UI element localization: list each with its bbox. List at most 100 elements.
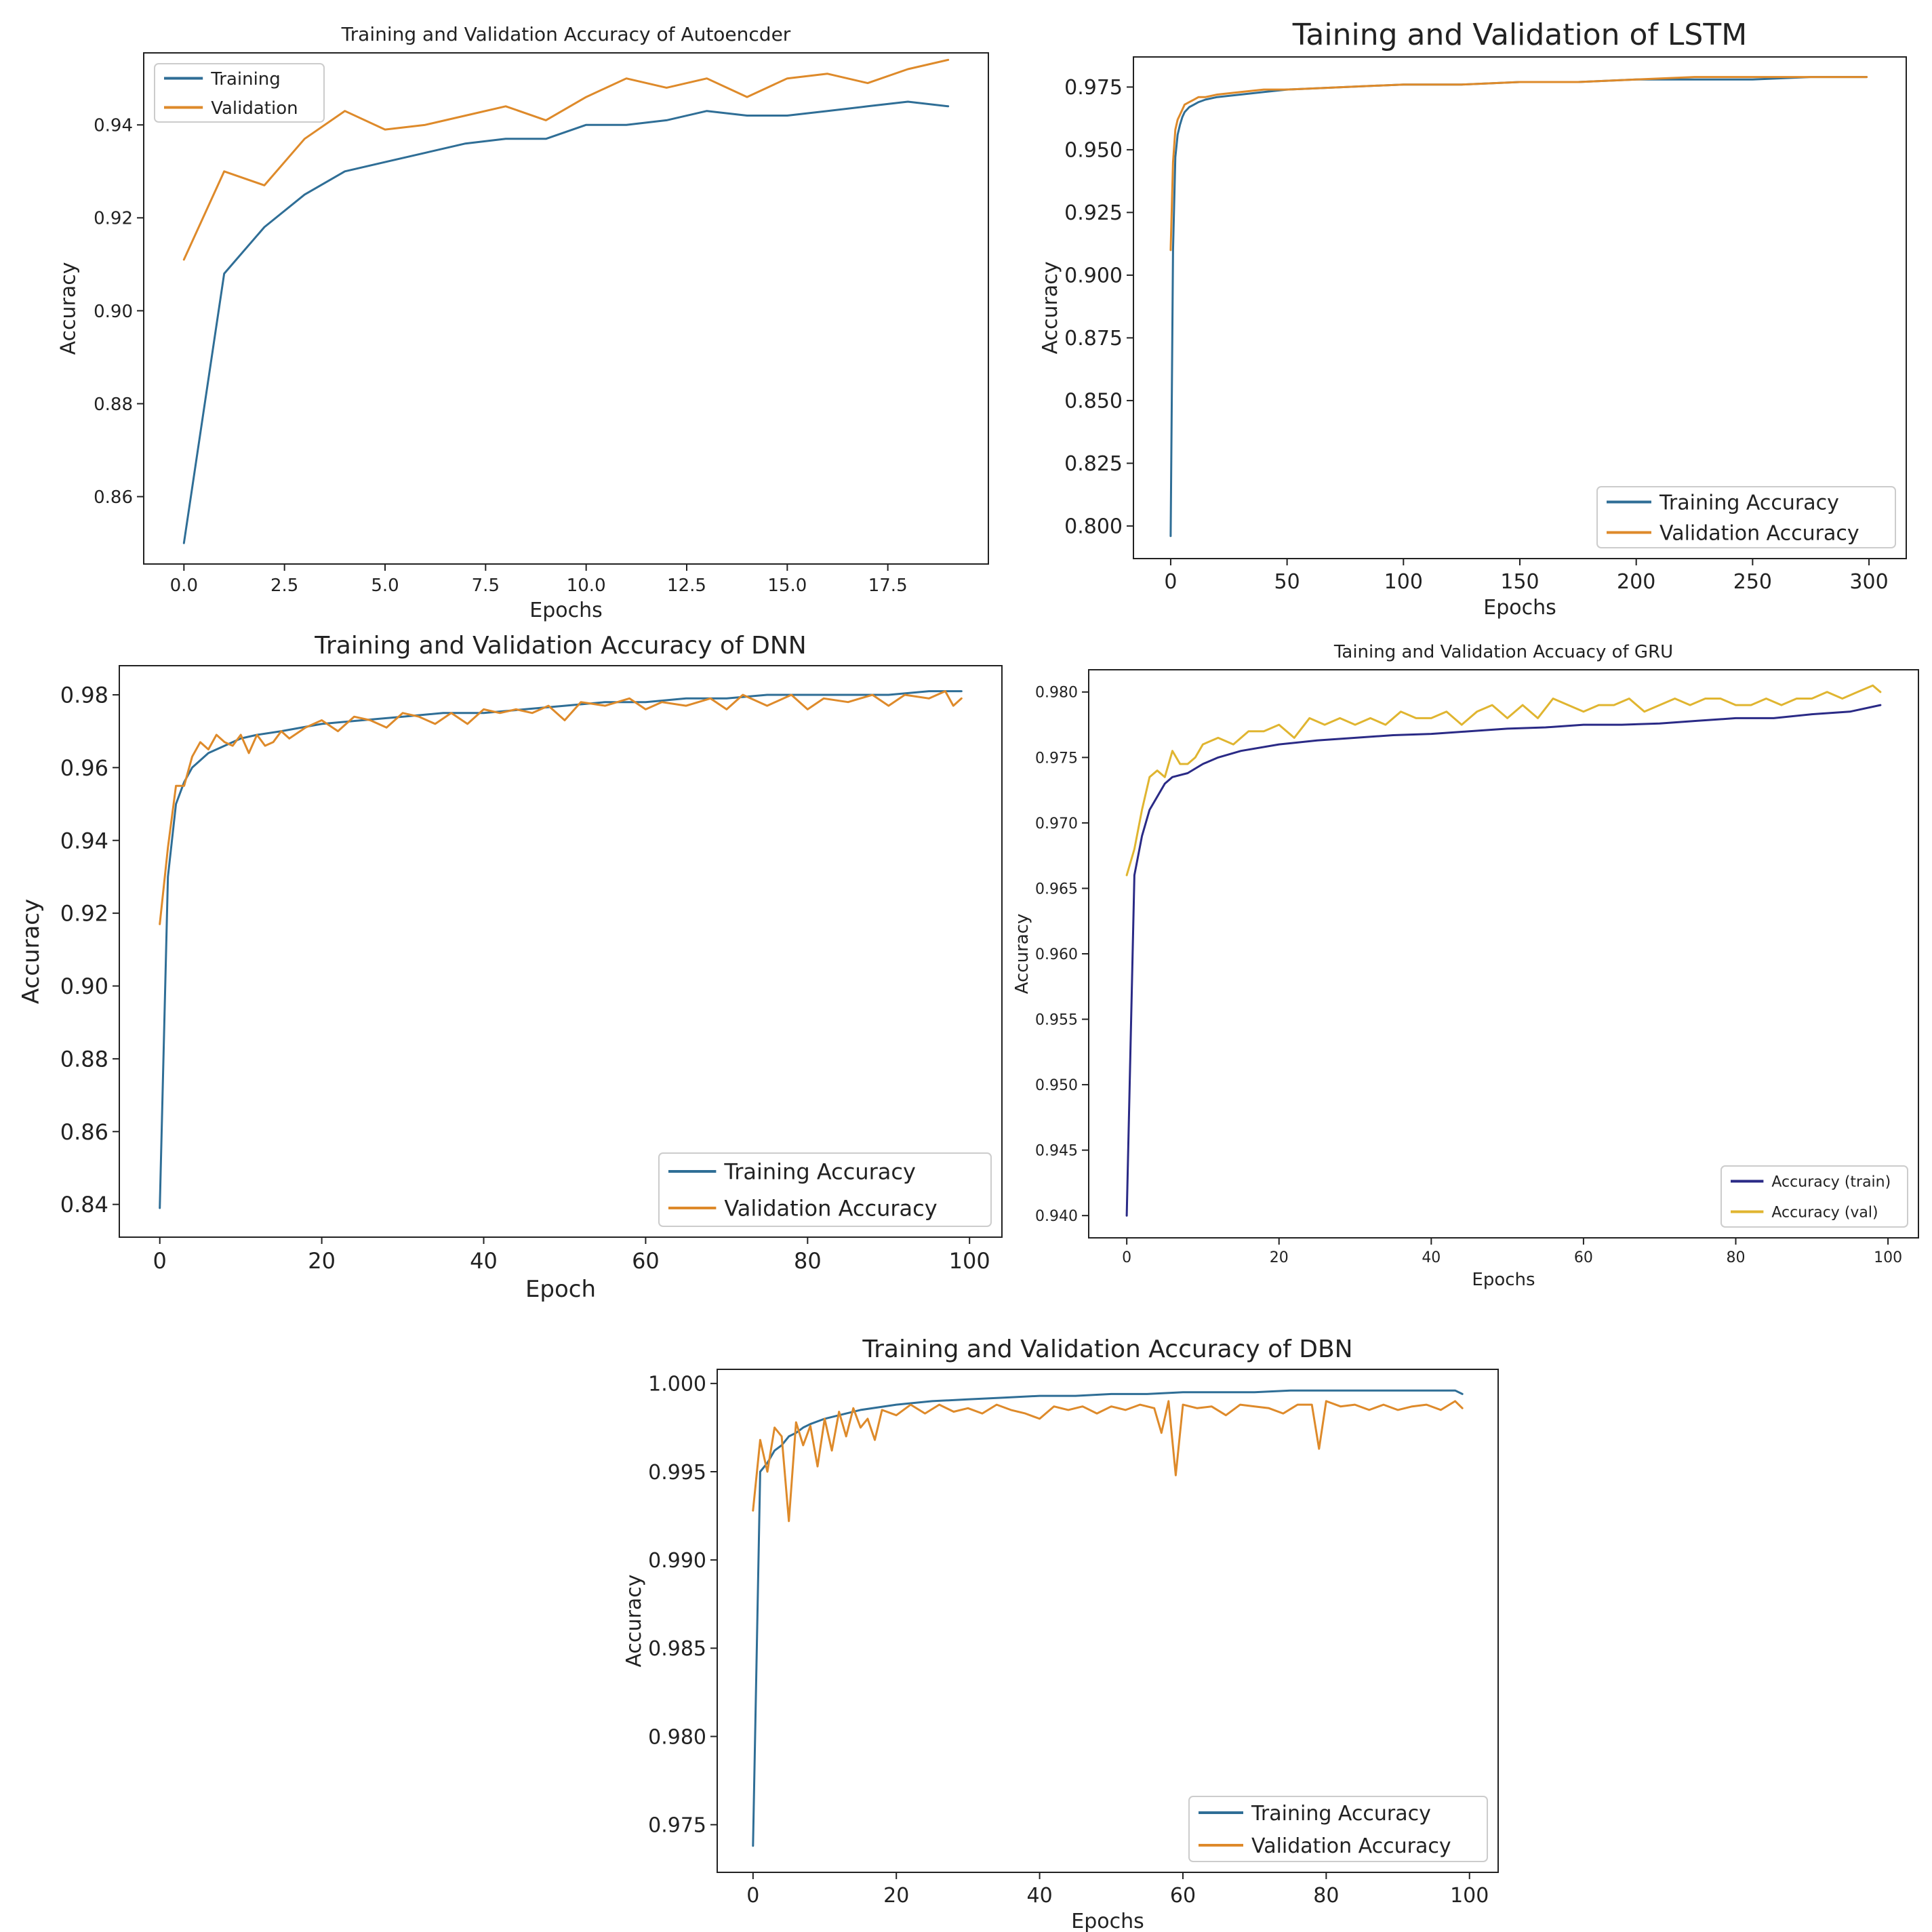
dbn-y-tick-label: 0.990 [648,1549,706,1573]
dnn-x-axis-label: Epoch [525,1276,596,1303]
lstm-x-tick-label: 0 [1164,570,1177,594]
autoencoder-x-tick-label: 5.0 [371,576,399,596]
dnn-legend: Training Accuracy Validation Accuracy [658,1152,992,1227]
autoencoder-y-tick-label: 0.88 [94,395,133,415]
dbn-x-tick-label: 80 [1313,1884,1339,1908]
lstm-x-tick-label: 300 [1849,570,1888,594]
lstm-y-tick-label: 0.900 [1064,264,1123,288]
gru-x-tick-label: 40 [1422,1249,1441,1266]
lstm-y-tick-label: 0.950 [1064,139,1123,163]
autoencoder-legend-label: Validation [211,98,298,119]
gru-y-tick-label: 0.955 [1035,1011,1078,1028]
dbn-chart-title: Training and Validation Accuracy of DBN [862,1335,1352,1363]
gru-legend-box [1720,1165,1908,1228]
dbn-y-tick-label: 1.000 [648,1373,706,1396]
dnn-x-tick-label: 0 [153,1248,167,1274]
lstm-legend-label: Validation Accuracy [1659,521,1859,545]
lstm-series-line-training [1169,76,1868,538]
gru-axes-frame [1088,669,1919,1239]
lstm-x-axis-label: Epochs [1483,596,1556,620]
gru-y-tick-label: 0.960 [1035,946,1078,963]
gru-y-tick-label: 0.950 [1035,1077,1078,1094]
dnn-x-tick-label: 60 [632,1248,660,1274]
dbn-y-tick-label: 0.975 [648,1814,706,1838]
lstm-y-tick-label: 0.800 [1064,515,1123,539]
dbn-y-axis-label: Accuracy [622,1575,646,1668]
autoencoder-y-tick-label: 0.94 [94,116,133,136]
gru-y-tick-label: 0.945 [1035,1143,1078,1160]
autoencoder-x-tick-label: 10.0 [567,576,606,596]
autoencoder-y-axis-label: Accuracy [57,262,81,355]
gru-legend-label: Accuracy (val) [1771,1204,1878,1221]
dnn-y-tick-label: 0.90 [60,973,108,999]
gru-y-tick-label: 0.940 [1035,1208,1078,1225]
dnn-series-line-training [159,690,963,1209]
lstm-legend-label: Training Accuracy [1659,491,1839,515]
dnn-chart-title: Training and Validation Accuracy of DNN [314,632,806,660]
gru-chart-title: Taining and Validation Accuacy of GRU [1333,642,1673,662]
dnn-x-tick-label: 20 [308,1248,336,1274]
dnn-x-tick-label: 80 [794,1248,822,1274]
dbn-legend-label: Validation Accuracy [1251,1834,1451,1858]
dnn-x-tick-label: 40 [470,1248,498,1274]
dbn-x-tick-label: 40 [1027,1884,1053,1908]
autoencoder-y-tick-label: 0.90 [94,302,133,322]
lstm-x-tick-label: 150 [1500,570,1539,594]
autoencoder-chart: 0.0 2.5 5.0 7.5 10.0 12.5 15.0 17.5 0.86 0.88 0.90… [57,23,989,622]
gru-chart: 0 20 40 60 80 100 0.940 0.945 0.950 0.955 0.960 0.9… [1012,642,1919,1290]
autoencoder-y-tick-label: 0.92 [94,209,133,229]
dbn-y-tick-label: 0.985 [648,1637,706,1661]
lstm-y-tick-label: 0.825 [1064,452,1123,476]
autoencoder-x-tick-label: 2.5 [270,576,298,596]
dnn-y-tick-label: 0.98 [60,682,108,708]
dbn-x-tick-label: 0 [746,1884,759,1908]
dbn-series-line-validation [752,1400,1464,1523]
dbn-x-tick-label: 60 [1170,1884,1196,1908]
dbn-legend-label: Training Accuracy [1251,1802,1431,1826]
autoencoder-x-tick-label: 12.5 [667,576,706,596]
dbn-y-tick-label: 0.995 [648,1461,706,1485]
dnn-axes-frame [119,665,1003,1238]
lstm-y-tick-label: 0.975 [1064,76,1123,100]
autoencoder-y-tick-label: 0.86 [94,487,133,508]
dbn-axes-frame [717,1369,1499,1873]
dnn-y-tick-label: 0.88 [60,1046,108,1072]
gru-y-axis-label: Accuracy [1012,914,1032,994]
dnn-legend-box [658,1152,992,1227]
autoencoder-x-tick-label: 7.5 [472,576,500,596]
lstm-chart-title: Taining and Validation of LSTM [1292,18,1747,52]
autoencoder-x-tick-label: 15.0 [767,576,807,596]
gru-x-tick-label: 80 [1726,1249,1745,1266]
lstm-axes-frame [1133,56,1907,559]
gru-legend-label: Accuracy (train) [1771,1173,1891,1190]
lstm-x-tick-label: 200 [1617,570,1655,594]
lstm-series-line-validation [1169,76,1868,251]
gru-x-tick-label: 20 [1270,1249,1289,1266]
dbn-legend: Training Accuracy Validation Accuracy [1188,1796,1488,1862]
autoencoder-x-tick-label: 17.5 [868,576,908,596]
autoencoder-x-axis-label: Epochs [529,599,603,622]
lstm-x-tick-label: 50 [1274,570,1300,594]
lstm-y-tick-label: 0.925 [1064,201,1123,225]
gru-series-line-validation [1125,684,1882,877]
lstm-x-tick-label: 250 [1733,570,1772,594]
lstm-y-axis-label: Accuracy [1039,262,1062,355]
gru-x-axis-label: Epochs [1472,1270,1535,1290]
dbn-y-tick-label: 0.980 [648,1725,706,1749]
gru-legend: Accuracy (train) Accuracy (val) [1720,1165,1908,1228]
gru-y-tick-label: 0.975 [1035,750,1078,767]
autoencoder-series-line-training [182,100,950,544]
dnn-y-axis-label: Accuracy [18,899,45,1004]
gru-x-tick-label: 0 [1122,1249,1131,1266]
autoencoder-legend: Training Validation [154,63,325,123]
dbn-chart: 0 20 40 60 80 100 0.975 0.980 0.985 0.990 0.995 1.0… [622,1335,1499,1932]
autoencoder-legend-label: Training [210,69,281,89]
lstm-legend-box [1596,486,1896,548]
lstm-chart: 0 50 100 150 200 250 300 0.800 0.825 0.850 0.875 0.… [1039,18,1907,620]
lstm-x-tick-label: 100 [1384,570,1423,594]
dnn-chart: 0 20 40 60 80 100 0.84 0.86 0.88 0.90 0.92 0.94 0.96… [18,632,1003,1303]
dnn-y-tick-label: 0.84 [60,1192,108,1217]
dbn-series-line-training [752,1389,1464,1847]
lstm-y-tick-label: 0.875 [1064,327,1123,350]
